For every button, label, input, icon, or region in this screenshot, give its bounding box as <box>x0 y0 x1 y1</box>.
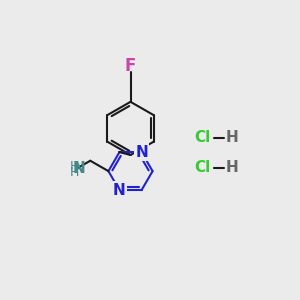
Text: N: N <box>135 145 148 160</box>
Text: Cl: Cl <box>194 130 211 145</box>
Text: H: H <box>70 167 79 179</box>
Text: N: N <box>72 161 85 176</box>
Text: H: H <box>226 130 239 145</box>
Text: F: F <box>125 57 136 75</box>
Text: Cl: Cl <box>194 160 211 175</box>
Text: N: N <box>113 183 126 198</box>
Text: H: H <box>226 160 239 175</box>
Text: H: H <box>70 160 79 172</box>
